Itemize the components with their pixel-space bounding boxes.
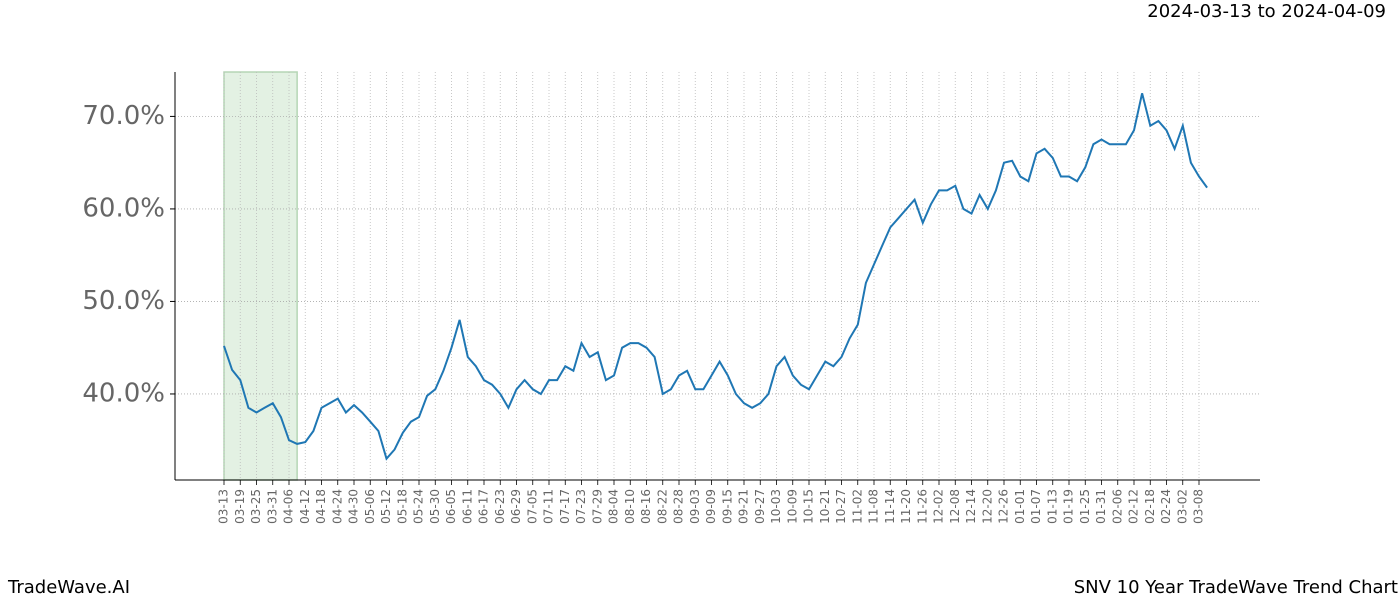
trend-line: [223, 93, 1208, 461]
x-tick-label: 01-31: [1094, 489, 1108, 524]
x-tick-label: 10-27: [834, 489, 848, 524]
x-tick-label: 06-05: [444, 489, 458, 524]
x-tick-label: 04-18: [314, 489, 328, 524]
x-tick-label: 03-19: [233, 489, 247, 524]
x-tick-label: 11-14: [883, 489, 897, 524]
x-tick-label: 07-05: [525, 489, 539, 524]
x-tick-label: 08-22: [655, 489, 669, 524]
x-tick-label: 04-24: [330, 489, 344, 524]
x-tick-label: 09-03: [688, 489, 702, 524]
x-tick-label: 10-21: [818, 489, 832, 524]
x-tick-label: 07-23: [574, 489, 588, 524]
x-tick-label: 04-06: [282, 489, 296, 524]
x-tick-label: 10-03: [769, 489, 783, 524]
x-tick-label: 05-18: [395, 489, 409, 524]
y-tick-label: 40.0%: [82, 378, 165, 408]
x-tick-label: 03-02: [1175, 489, 1189, 524]
x-tick-label: 04-30: [347, 489, 361, 524]
x-tick-label: 02-24: [1159, 489, 1173, 524]
x-tick-label: 12-14: [964, 489, 978, 524]
x-tick-label: 10-09: [785, 489, 799, 524]
x-tick-label: 11-20: [899, 489, 913, 524]
x-tick-label: 05-06: [363, 489, 377, 524]
x-tick-label: 01-01: [1013, 489, 1027, 524]
chart-title: SNV 10 Year TradeWave Trend Chart: [1074, 577, 1398, 598]
x-tick-label: 02-18: [1143, 489, 1157, 524]
x-tick-label: 10-15: [802, 489, 816, 524]
x-tick-label: 06-17: [477, 489, 491, 524]
x-tick-label: 07-17: [558, 489, 572, 524]
x-tick-label: 02-12: [1127, 489, 1141, 524]
x-tick-label: 11-02: [850, 489, 864, 524]
brand: TradeWave.AI: [7, 577, 130, 598]
x-tick-label: 06-23: [493, 489, 507, 524]
x-tick-label: 12-02: [932, 489, 946, 524]
x-tick-label: 09-21: [737, 489, 751, 524]
x-tick-label: 12-20: [980, 489, 994, 524]
y-tick-label: 60.0%: [82, 193, 165, 223]
x-tick-label: 12-08: [948, 489, 962, 524]
x-tick-label: 09-15: [720, 489, 734, 524]
x-tick-label: 02-06: [1110, 489, 1124, 524]
y-tick-label: 70.0%: [82, 101, 165, 131]
x-tick-label: 11-26: [915, 489, 929, 524]
x-tick-label: 03-31: [265, 489, 279, 524]
x-tick-label: 01-25: [1078, 489, 1092, 524]
x-tick-label: 08-28: [672, 489, 686, 524]
x-tick-label: 01-19: [1062, 489, 1076, 524]
x-tick-label: 03-13: [217, 489, 231, 524]
x-tick-label: 09-09: [704, 489, 718, 524]
x-tick-label: 09-27: [753, 489, 767, 524]
x-tick-label: 08-16: [639, 489, 653, 524]
y-tick-label: 50.0%: [82, 286, 165, 316]
x-tick-label: 05-24: [412, 489, 426, 524]
x-tick-label: 06-29: [509, 489, 523, 524]
x-tick-label: 01-13: [1045, 489, 1059, 524]
x-tick-label: 07-11: [542, 489, 556, 524]
x-tick-label: 04-12: [298, 489, 312, 524]
highlight-span: [223, 71, 298, 481]
x-tick-label: 08-10: [623, 489, 637, 524]
x-tick-label: 12-26: [997, 489, 1011, 524]
x-tick-label: 03-08: [1192, 489, 1206, 524]
x-tick-label: 07-29: [590, 489, 604, 524]
x-tick-label: 06-11: [460, 489, 474, 524]
x-tick-label: 01-07: [1029, 489, 1043, 524]
x-tick-label: 05-12: [379, 489, 393, 524]
date-range: 2024-03-13 to 2024-04-09: [1147, 1, 1386, 22]
x-tick-label: 05-30: [428, 489, 442, 524]
x-tick-label: 03-25: [249, 489, 263, 524]
x-tick-label: 11-08: [867, 489, 881, 524]
x-tick-label: 08-04: [607, 489, 621, 524]
